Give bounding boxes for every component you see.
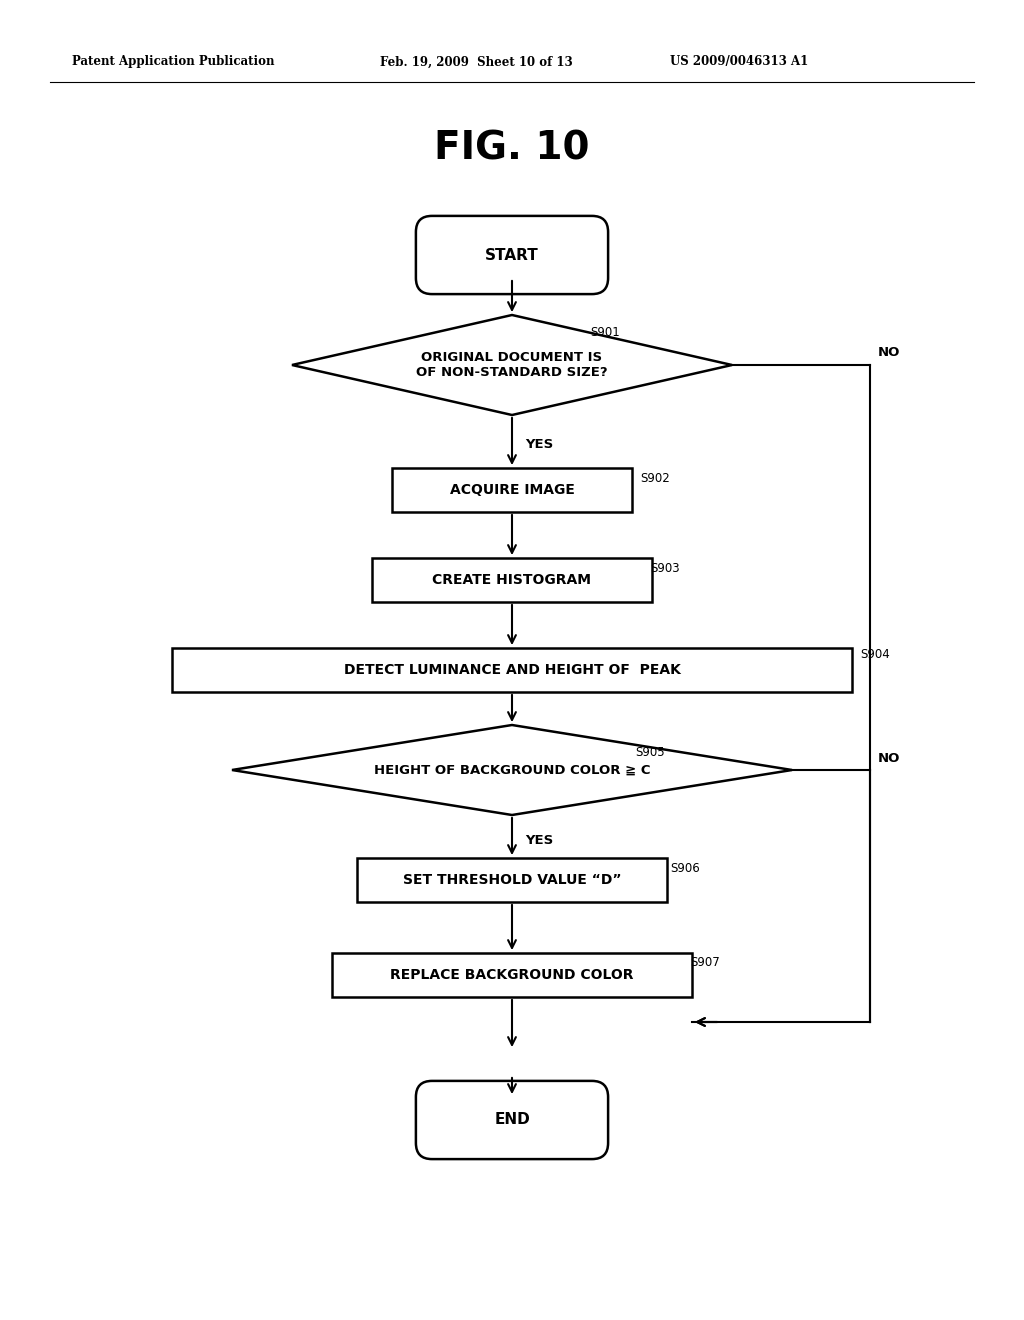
Text: S907: S907 (690, 957, 720, 969)
Text: S905: S905 (635, 746, 665, 759)
Text: NO: NO (878, 751, 900, 764)
Bar (392, 469, 632, 512)
Text: S902: S902 (640, 471, 670, 484)
Text: DETECT LUMINANCE AND HEIGHT OF  PEAK: DETECT LUMINANCE AND HEIGHT OF PEAK (344, 663, 680, 677)
Text: END: END (495, 1113, 529, 1127)
Text: S903: S903 (650, 561, 680, 574)
Text: YES: YES (525, 438, 553, 451)
Text: SET THRESHOLD VALUE “D”: SET THRESHOLD VALUE “D” (402, 873, 622, 887)
FancyBboxPatch shape (416, 1081, 608, 1159)
Text: CREATE HISTOGRAM: CREATE HISTOGRAM (432, 573, 592, 587)
Text: ACQUIRE IMAGE: ACQUIRE IMAGE (450, 483, 574, 498)
Polygon shape (292, 315, 732, 414)
Text: S906: S906 (670, 862, 699, 874)
Text: FIG. 10: FIG. 10 (434, 129, 590, 168)
Bar (172, 648, 852, 692)
Text: REPLACE BACKGROUND COLOR: REPLACE BACKGROUND COLOR (390, 968, 634, 982)
Text: START: START (485, 248, 539, 263)
Text: ORIGINAL DOCUMENT IS
OF NON-STANDARD SIZE?: ORIGINAL DOCUMENT IS OF NON-STANDARD SIZ… (416, 351, 608, 379)
Text: YES: YES (525, 833, 553, 846)
Bar (332, 953, 692, 997)
Text: US 2009/0046313 A1: US 2009/0046313 A1 (670, 55, 808, 69)
Bar (357, 858, 667, 902)
Text: NO: NO (878, 346, 900, 359)
Polygon shape (232, 725, 792, 814)
Text: Patent Application Publication: Patent Application Publication (72, 55, 274, 69)
Text: HEIGHT OF BACKGROUND COLOR ≧ C: HEIGHT OF BACKGROUND COLOR ≧ C (374, 763, 650, 776)
Text: Feb. 19, 2009  Sheet 10 of 13: Feb. 19, 2009 Sheet 10 of 13 (380, 55, 572, 69)
Text: S901: S901 (590, 326, 620, 338)
Text: S904: S904 (860, 648, 890, 661)
Bar (372, 558, 652, 602)
FancyBboxPatch shape (416, 216, 608, 294)
